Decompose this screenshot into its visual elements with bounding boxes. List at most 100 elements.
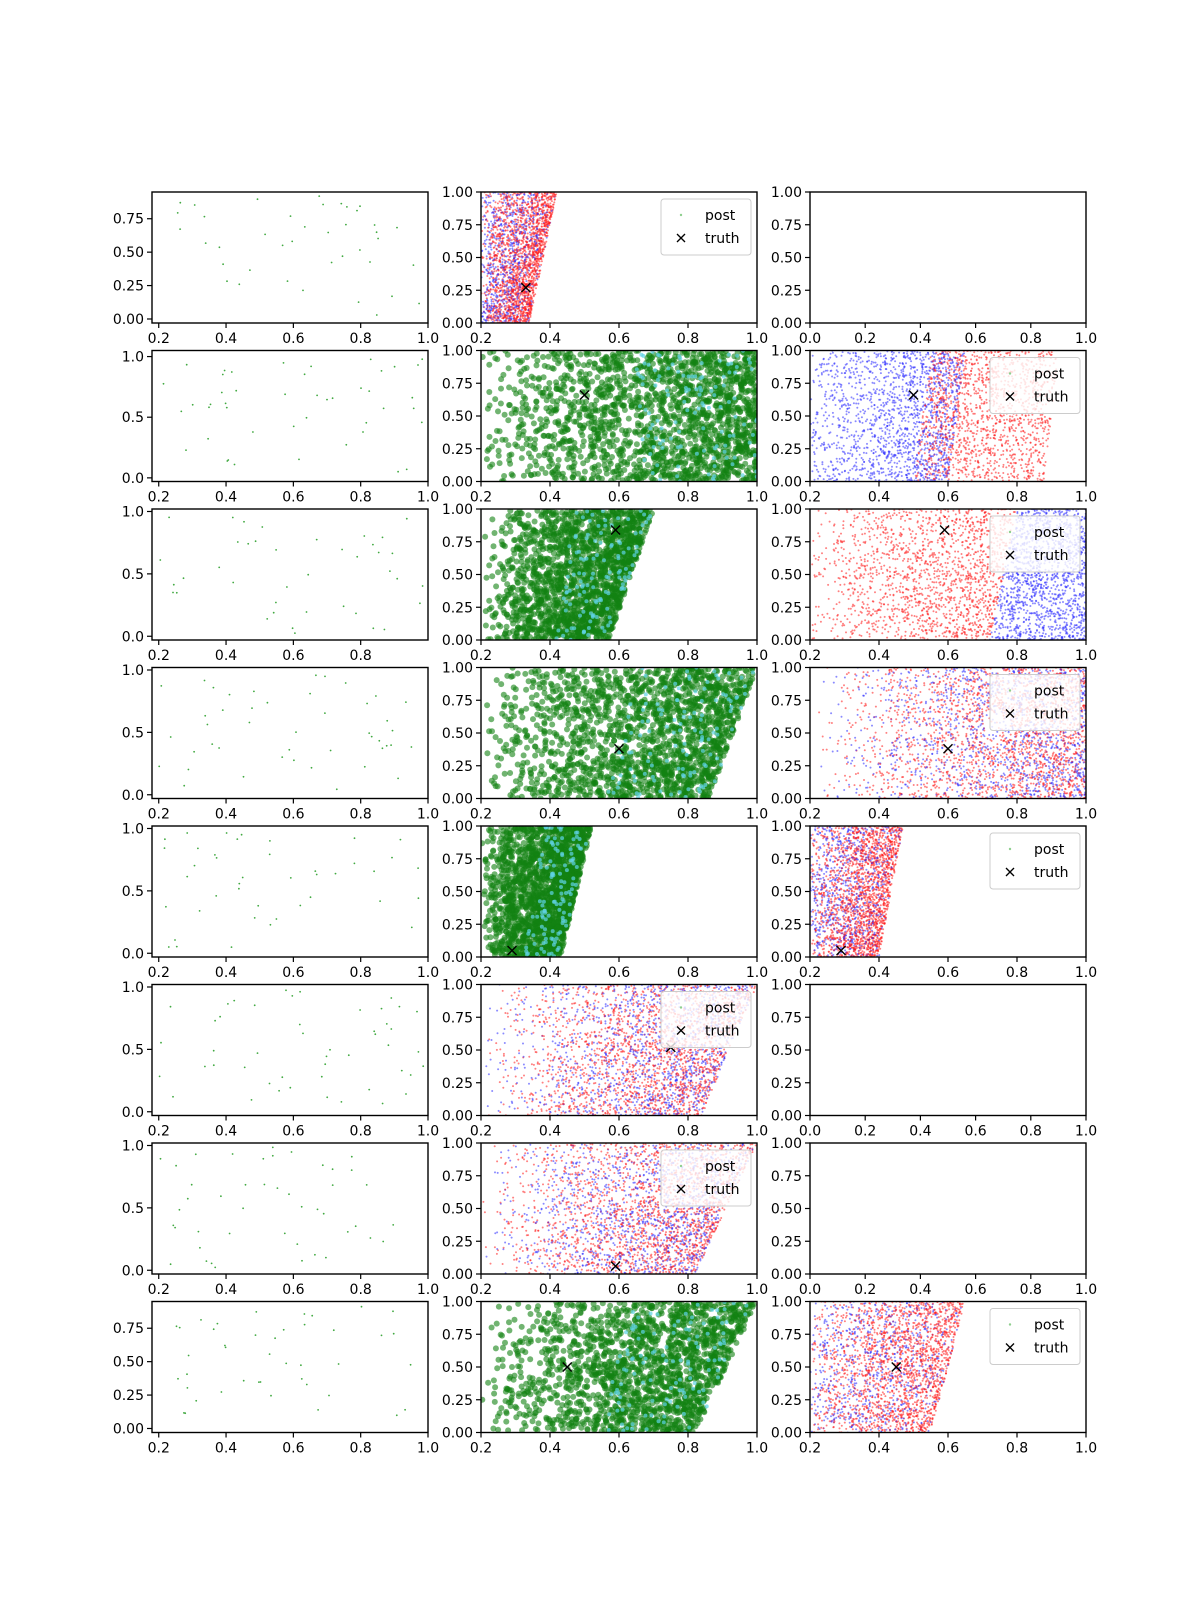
sample-point	[286, 280, 289, 282]
prior-point	[870, 401, 873, 404]
prior-point	[489, 258, 491, 260]
post-point	[531, 256, 534, 259]
post-point	[506, 301, 509, 303]
post-point	[486, 361, 493, 368]
post-point	[500, 271, 502, 274]
post-point	[972, 470, 975, 473]
post-point	[530, 352, 537, 359]
prior-point	[509, 193, 512, 196]
post-point	[527, 286, 530, 289]
prior-point	[502, 279, 505, 282]
post-point	[528, 252, 531, 255]
post-point	[492, 277, 495, 280]
post-point	[536, 284, 538, 286]
post-point	[493, 206, 496, 209]
post-point	[545, 218, 548, 221]
prior-point	[921, 368, 924, 371]
post-point	[553, 201, 556, 204]
prior-point	[485, 308, 488, 311]
post-point	[974, 460, 977, 462]
post-point	[980, 427, 983, 430]
post-point	[602, 381, 609, 388]
prior-point	[482, 310, 485, 313]
post-point	[522, 261, 525, 264]
post-point	[600, 358, 607, 365]
post-point	[517, 312, 520, 315]
post-point	[598, 368, 605, 375]
sample-point	[318, 195, 321, 198]
post-point-alt	[697, 392, 702, 397]
post-point	[581, 468, 588, 475]
post-point	[509, 264, 512, 267]
post-point	[749, 413, 756, 420]
post-point-alt	[699, 361, 704, 366]
prior-point	[946, 357, 949, 360]
post-point	[517, 221, 520, 224]
post-point	[742, 460, 749, 467]
post-point	[494, 317, 497, 320]
post-point-alt	[748, 360, 752, 365]
post-point	[609, 454, 615, 460]
prior-point	[485, 196, 488, 199]
post-point	[535, 265, 537, 268]
prior-point	[940, 457, 943, 460]
post-point	[729, 365, 735, 372]
post-point-alt	[699, 388, 704, 393]
post-point	[751, 435, 757, 442]
prior-point	[536, 213, 539, 216]
post-point	[501, 314, 504, 317]
post-point	[646, 399, 653, 406]
post-point	[500, 201, 503, 204]
post-point	[551, 208, 554, 211]
post-point	[538, 227, 541, 230]
post-point	[537, 276, 540, 278]
post-point	[541, 362, 548, 369]
prior-point	[495, 306, 498, 309]
post-point	[598, 419, 605, 426]
scatter-points	[176, 195, 420, 316]
post-point	[652, 391, 659, 398]
prior-point	[493, 286, 495, 289]
post-point	[511, 386, 518, 393]
post-point	[519, 312, 522, 315]
x-tick-label: 1.0	[1075, 331, 1097, 347]
post-point-alt	[724, 455, 729, 460]
prior-point	[511, 247, 514, 250]
post-point	[650, 476, 656, 482]
post-point	[634, 357, 641, 364]
post-point	[485, 257, 488, 260]
post-point	[679, 453, 686, 460]
post-point	[507, 245, 510, 248]
post-point	[529, 262, 532, 265]
post-point-alt	[676, 369, 681, 374]
post-point	[493, 246, 496, 249]
post-point	[515, 236, 518, 239]
post-point	[519, 211, 522, 214]
post-point	[519, 445, 526, 452]
prior-point	[501, 192, 504, 195]
post-point	[622, 437, 629, 444]
post-point	[525, 268, 528, 271]
post-point	[501, 317, 504, 320]
post-point	[494, 427, 500, 434]
post-point	[510, 221, 513, 224]
post-point	[528, 257, 531, 260]
sample-point	[330, 261, 333, 264]
prior-point	[518, 288, 521, 291]
post-point	[516, 271, 519, 274]
post-point	[528, 226, 531, 229]
post-point	[621, 394, 628, 401]
sample-point	[179, 201, 182, 204]
post-point	[676, 458, 683, 465]
prior-point	[508, 262, 511, 265]
post-point	[686, 424, 693, 430]
post-point	[505, 289, 508, 292]
post-point	[486, 402, 493, 409]
sample-point	[405, 468, 408, 471]
prior-point	[495, 310, 498, 313]
post-point	[535, 282, 538, 285]
post-point-alt	[655, 463, 660, 468]
post-point	[492, 224, 495, 227]
prior-point	[947, 379, 950, 382]
prior-point	[506, 226, 509, 229]
